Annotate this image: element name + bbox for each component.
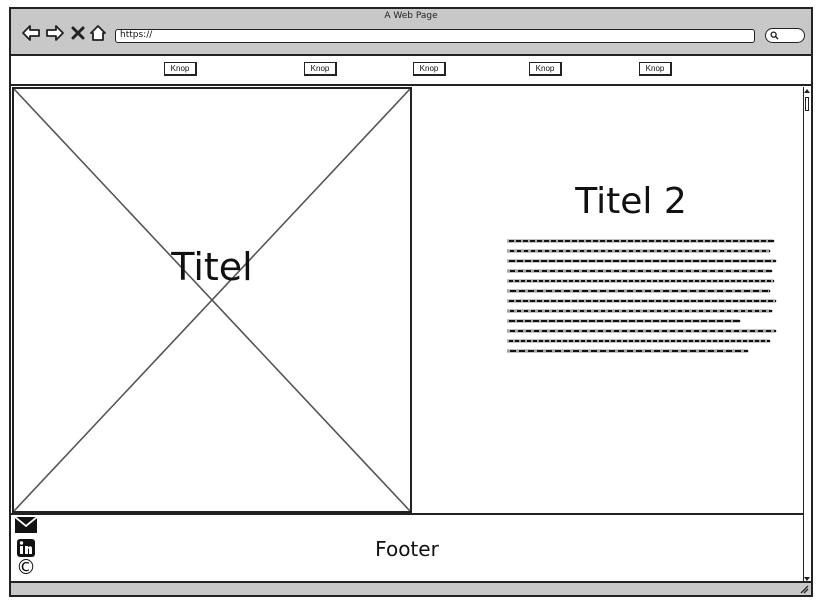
hero-image-placeholder: Titel <box>12 87 412 513</box>
page-footer: © Footer <box>11 513 803 582</box>
nav-button-1[interactable]: Knop <box>164 62 197 76</box>
close-icon[interactable] <box>71 24 85 42</box>
image-placeholder-cross <box>14 89 410 511</box>
scroll-up-icon[interactable] <box>804 88 810 94</box>
copyright-icon: © <box>16 555 36 579</box>
placeholder-paragraph-scribble <box>507 239 777 353</box>
section-title: Titel 2 <box>575 181 687 222</box>
nav-button-4[interactable]: Knop <box>529 62 562 76</box>
footer-label: Footer <box>375 537 439 561</box>
email-icon[interactable] <box>15 517 37 533</box>
search-box[interactable] <box>765 28 805 43</box>
back-arrow-icon[interactable] <box>21 24 41 42</box>
nav-menu-bar: Knop Knop Knop Knop Knop <box>11 56 811 86</box>
address-bar[interactable]: https:// <box>115 29 755 43</box>
vertical-scrollbar[interactable] <box>803 87 811 583</box>
linkedin-icon[interactable] <box>17 539 35 557</box>
nav-button-2[interactable]: Knop <box>304 62 337 76</box>
nav-button-5[interactable]: Knop <box>639 62 672 76</box>
home-icon[interactable] <box>89 24 107 42</box>
status-bar <box>11 581 811 595</box>
search-icon <box>770 31 779 40</box>
forward-arrow-icon[interactable] <box>45 24 65 42</box>
scroll-down-icon[interactable] <box>804 576 810 582</box>
hero-title: Titel <box>171 245 253 289</box>
browser-window: A Web Page https:// Knop Knop Knop Kn <box>9 7 813 597</box>
browser-titlebar: A Web Page https:// <box>11 9 811 56</box>
window-title: A Web Page <box>384 11 438 21</box>
resize-grip-icon[interactable] <box>799 584 809 594</box>
nav-button-3[interactable]: Knop <box>413 62 446 76</box>
scroll-thumb[interactable] <box>805 97 809 111</box>
